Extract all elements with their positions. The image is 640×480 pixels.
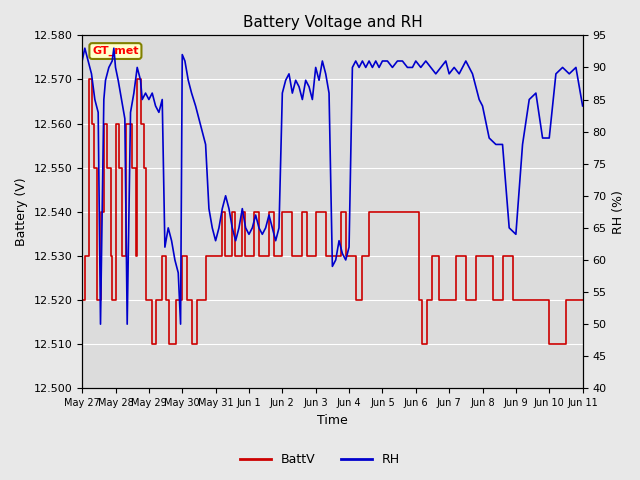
Y-axis label: RH (%): RH (%) (612, 190, 625, 234)
Text: GT_met: GT_met (92, 46, 139, 56)
Title: Battery Voltage and RH: Battery Voltage and RH (243, 15, 422, 30)
Legend: BattV, RH: BattV, RH (235, 448, 405, 471)
Y-axis label: Battery (V): Battery (V) (15, 178, 28, 246)
X-axis label: Time: Time (317, 414, 348, 427)
